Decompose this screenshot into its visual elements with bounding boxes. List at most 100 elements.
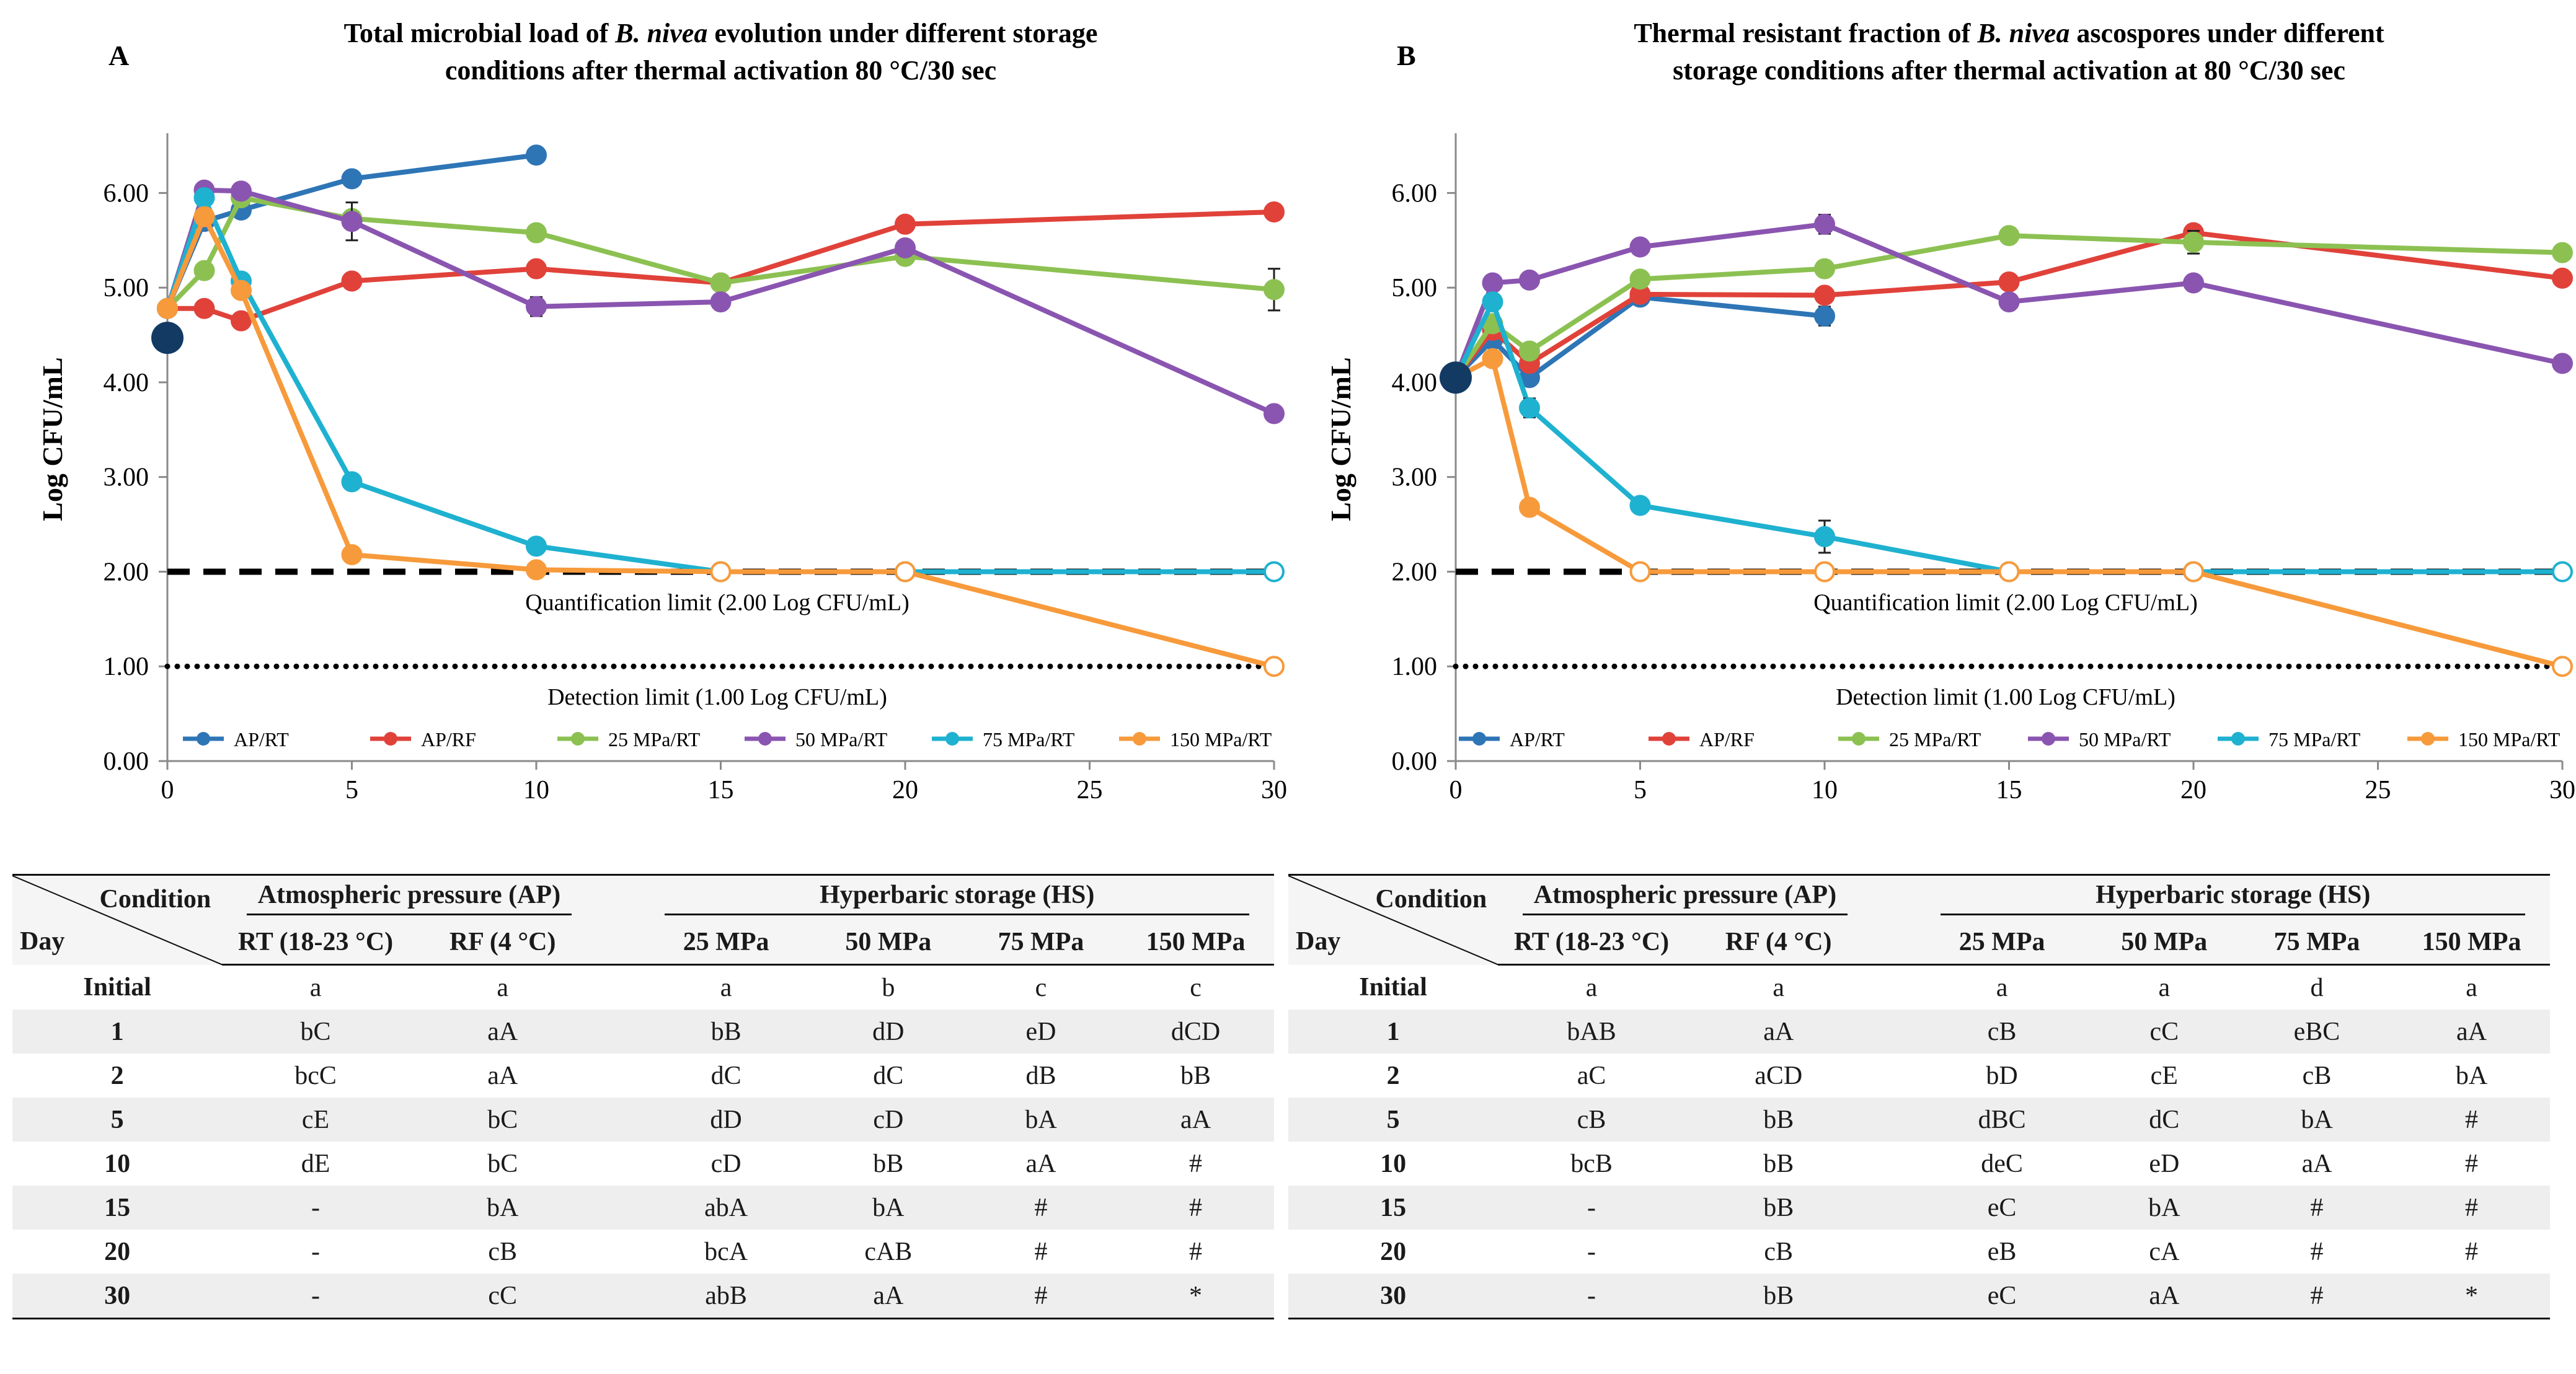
table-row: 1 bAB aA cB cC eBC aA xyxy=(1288,1010,2550,1054)
series-line xyxy=(166,195,1275,310)
letter-cell: bB xyxy=(873,1149,904,1178)
data-point xyxy=(193,187,215,209)
letter-cell: bA xyxy=(812,1186,965,1230)
letter-cell: bA xyxy=(2087,1186,2241,1230)
letter-cell: b xyxy=(882,973,895,1002)
spacer-cell xyxy=(596,1010,640,1054)
detection-limit-label: Detection limit (1.00 Log CFU/mL) xyxy=(1836,684,2175,710)
legend-swatch-marker xyxy=(945,732,959,746)
letter-cell: aA xyxy=(2301,1149,2332,1178)
spacer-cell xyxy=(1872,1010,1916,1054)
spacer-cell xyxy=(1872,1054,1916,1098)
series-150-mpa-rt xyxy=(157,206,1285,677)
legend-label: 150 MPa/RT xyxy=(2458,728,2561,751)
letters-table: Condition Day Atmospheric pressure (AP) Hyp… xyxy=(12,874,1274,1319)
legend-entry-25-mpa-rt: 25 MPa/RT xyxy=(1838,728,1981,751)
letter-cell: a xyxy=(1996,973,2008,1002)
data-point xyxy=(2552,656,2573,677)
y-tick-label: 2.00 xyxy=(1392,558,1438,586)
letter-cell: # xyxy=(2240,1274,2394,1319)
data-point xyxy=(1998,561,2020,583)
data-point xyxy=(231,280,252,301)
data-point xyxy=(1629,495,1651,516)
legend-label: 25 MPa/RT xyxy=(608,728,701,751)
significance-table-a: Condition Day Atmospheric pressure (AP) Hyp… xyxy=(12,874,1274,1319)
letter-cell: # xyxy=(964,1186,1118,1230)
x-tick-label: 20 xyxy=(2180,776,2206,804)
data-point xyxy=(2183,231,2204,253)
series-line xyxy=(1454,356,2563,669)
spacer-cell xyxy=(596,965,640,1010)
data-point xyxy=(526,258,547,280)
legend-label: 25 MPa/RT xyxy=(1889,728,1981,751)
letter-cell: dD xyxy=(640,1098,812,1142)
letter-cell: dB xyxy=(1025,1061,1056,1090)
letter-cell: aA xyxy=(1117,1098,1274,1142)
spacer-cell xyxy=(596,874,640,920)
letter-cell: cD xyxy=(710,1149,741,1178)
spacer-cell xyxy=(596,1098,640,1142)
data-point xyxy=(1998,271,2020,293)
data-point xyxy=(710,291,732,313)
data-point xyxy=(193,206,215,227)
letter-cell: # xyxy=(1117,1186,1274,1230)
x-tick-label: 20 xyxy=(892,776,918,804)
letters-table: Condition Day Atmospheric pressure (AP) Hyp… xyxy=(1288,874,2550,1319)
table-row: 15- bB eC bA # # xyxy=(1288,1186,2550,1230)
legend-label: 75 MPa/RT xyxy=(983,728,1075,751)
x-tick-label: 5 xyxy=(1634,776,1647,804)
letter-cell: d xyxy=(2310,973,2324,1002)
y-tick-label: 1.00 xyxy=(104,653,149,681)
legend-swatch-marker xyxy=(2421,732,2435,746)
data-point xyxy=(1519,340,1540,362)
column-header: 150 MPa xyxy=(1117,920,1274,966)
letter-cell: bA xyxy=(409,1186,596,1230)
letter-cell: cC xyxy=(409,1274,596,1319)
table-row: 30- bB eC aA # * xyxy=(1288,1274,2550,1319)
data-point xyxy=(2552,353,2573,374)
column-header: RT (18-23 °C) xyxy=(222,920,409,966)
letter-cell: cE xyxy=(222,1098,409,1142)
legend-swatch-marker xyxy=(197,732,210,746)
table-row: 15- bA abA bA # # xyxy=(12,1186,1274,1230)
letter-cell: - xyxy=(222,1186,409,1230)
day-cell: 5 xyxy=(1288,1098,1498,1142)
day-header: Day xyxy=(20,927,65,956)
spacer-cell xyxy=(596,1142,640,1186)
day-cell: 2 xyxy=(110,1061,124,1090)
detection-limit-label: Detection limit (1.00 Log CFU/mL) xyxy=(547,684,887,710)
data-point xyxy=(1814,258,1835,280)
x-tick-label: 15 xyxy=(1996,776,2022,804)
letter-cell: eC xyxy=(1916,1186,2088,1230)
data-point xyxy=(2552,242,2573,263)
x-tick-label: 10 xyxy=(1812,776,1838,804)
day-cell: 1 xyxy=(12,1010,223,1054)
data-point xyxy=(341,270,363,292)
letter-cell: - xyxy=(1498,1274,1685,1319)
spacer-cell xyxy=(1872,1186,1916,1230)
letter-cell: bB xyxy=(1684,1186,1872,1230)
data-point xyxy=(1264,201,1285,222)
data-point xyxy=(1629,561,1651,583)
legend-label: AP/RF xyxy=(1699,728,1755,751)
data-point xyxy=(895,213,916,235)
y-tick-label: 0.00 xyxy=(104,747,149,776)
data-point xyxy=(1519,269,1540,291)
series-line xyxy=(1453,299,2562,575)
letter-cell: a xyxy=(2466,973,2477,1002)
letter-cell: eC xyxy=(1916,1274,2088,1319)
data-point xyxy=(231,310,252,332)
data-point xyxy=(341,471,363,493)
letter-cell: eBC xyxy=(2240,1010,2394,1054)
data-point xyxy=(341,211,363,232)
y-tick-label: 0.00 xyxy=(1392,747,1438,776)
quantification-limit-label: Quantification limit (2.00 Log CFU/mL) xyxy=(525,589,910,615)
spacer-cell xyxy=(596,1274,640,1319)
series-75-mpa-rt xyxy=(1445,291,2573,583)
day-cell: 20 xyxy=(104,1237,131,1266)
spacer-cell xyxy=(1872,1098,1916,1142)
letter-cell: dC xyxy=(710,1061,741,1090)
legend-swatch-marker xyxy=(571,732,585,746)
data-point xyxy=(1814,284,1835,306)
letter-cell: - xyxy=(1587,1237,1596,1266)
